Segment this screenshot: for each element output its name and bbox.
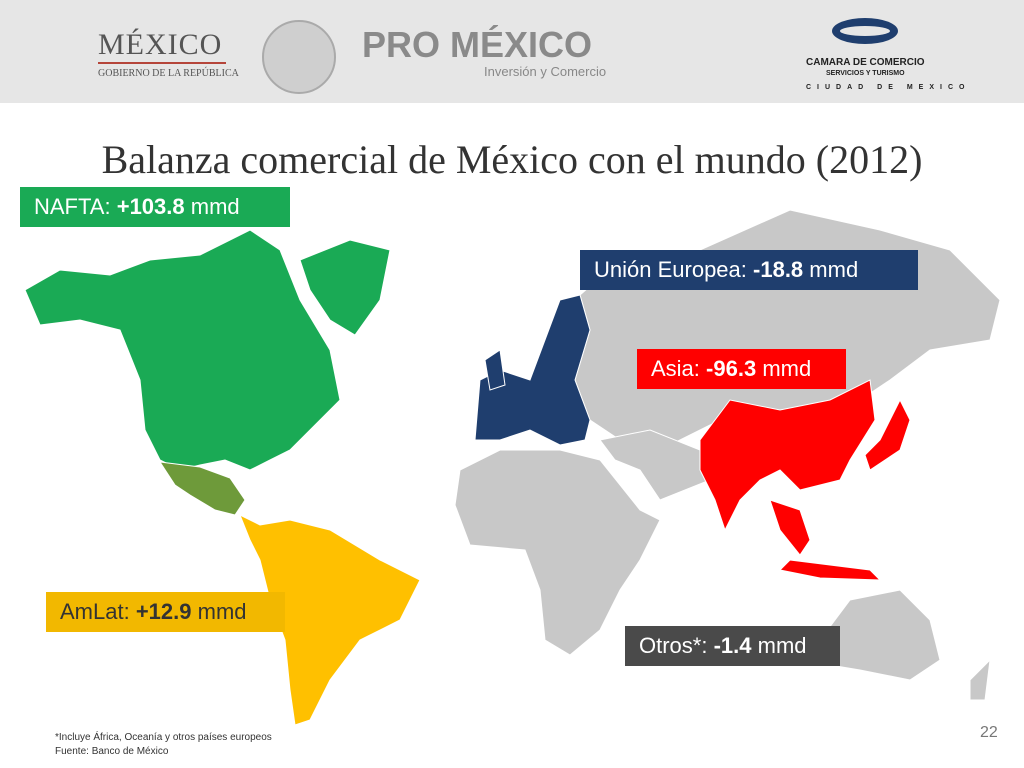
southeast-asia bbox=[769, 499, 811, 556]
region-value: -18.8 bbox=[753, 257, 804, 282]
africa bbox=[454, 449, 661, 656]
seal bbox=[262, 20, 336, 94]
region-name: NAFTA: bbox=[34, 194, 111, 219]
page-number: 22 bbox=[980, 724, 998, 741]
header-band bbox=[0, 0, 1024, 103]
region-unit: mmd bbox=[190, 194, 240, 219]
uk bbox=[484, 349, 506, 391]
latin-america bbox=[239, 513, 421, 726]
chamber-sub: SERVICIOS Y TURISMO bbox=[826, 70, 905, 77]
new-zealand bbox=[969, 658, 991, 701]
greenland bbox=[299, 239, 391, 336]
region-unit: mmd bbox=[197, 599, 247, 624]
chamber-city: CIUDAD DE MEXICO bbox=[806, 84, 971, 91]
logo-rule bbox=[98, 62, 226, 64]
region-value: -1.4 bbox=[713, 633, 752, 658]
amlat-label: AmLat: +12.9 mmd bbox=[46, 592, 285, 632]
region-value: +12.9 bbox=[135, 599, 192, 624]
region-name: Unión Europea: bbox=[594, 257, 747, 282]
eu-label: Unión Europea: -18.8 mmd bbox=[580, 250, 918, 290]
nafta-label: NAFTA: +103.8 mmd bbox=[20, 187, 290, 227]
promexico-logo: PRO MÉXICO bbox=[362, 24, 593, 65]
north-america bbox=[24, 229, 341, 471]
region-value: +103.8 bbox=[116, 194, 185, 219]
slide-title: Balanza comercial de México con el mundo… bbox=[101, 137, 923, 182]
source: Fuente: Banco de México bbox=[55, 746, 169, 757]
gov-subtitle: GOBIERNO DE LA REPÚBLICA bbox=[98, 68, 239, 79]
asia-label: Asia: -96.3 mmd bbox=[637, 349, 846, 389]
asia-mainland bbox=[699, 379, 876, 532]
region-value: -96.3 bbox=[706, 356, 757, 381]
australia bbox=[819, 589, 941, 681]
indonesia bbox=[778, 559, 882, 581]
chamber-name: CAMARA DE COMERCIO bbox=[806, 57, 925, 68]
japan bbox=[864, 398, 911, 471]
chamber-icon bbox=[832, 18, 898, 44]
middle-east bbox=[599, 429, 711, 501]
region-unit: mmd bbox=[762, 356, 812, 381]
promexico-tagline: Inversión y Comercio bbox=[484, 64, 607, 79]
europe bbox=[474, 294, 591, 446]
region-unit: mmd bbox=[809, 257, 859, 282]
mexico-logo-text: MÉXICO bbox=[98, 28, 223, 61]
region-name: Asia: bbox=[651, 356, 700, 381]
region-unit: mmd bbox=[757, 633, 807, 658]
mexico bbox=[158, 461, 246, 516]
otros-label: Otros*: -1.4 mmd bbox=[625, 626, 840, 666]
region-name: AmLat: bbox=[60, 599, 130, 624]
footnote: *Incluye África, Oceanía y otros países … bbox=[55, 732, 272, 743]
region-name: Otros*: bbox=[639, 633, 708, 658]
